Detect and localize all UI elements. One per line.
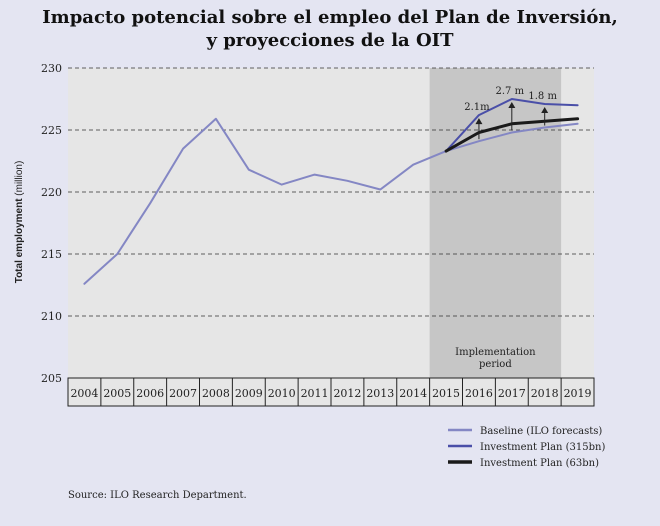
series-line-1 (445, 98, 579, 153)
implementation-period-shade (429, 68, 562, 378)
y-tick-label: 225 (41, 124, 62, 137)
x-tick-label: 2017 (498, 387, 526, 400)
x-tick-label: 2012 (333, 387, 361, 400)
gain-arrow-head (541, 106, 549, 113)
chart-title: Impacto potencial sobre el empleo del Pl… (0, 6, 660, 52)
legend-label: Investment Plan (63bn) (480, 458, 599, 469)
gain-label: 2.7 m (496, 86, 525, 97)
y-tick-label: 205 (41, 372, 62, 385)
x-tick-label: 2009 (235, 387, 263, 400)
series-line-0 (83, 117, 579, 285)
gain-arrow-head (475, 118, 483, 125)
y-tick-label: 230 (41, 62, 62, 75)
x-tick-label: 2016 (465, 387, 493, 400)
implementation-period-label: Implementation (455, 347, 536, 358)
x-tick-label: 2008 (202, 387, 230, 400)
x-tick-label: 2005 (103, 387, 131, 400)
x-tick-label: 2018 (531, 387, 559, 400)
x-tick-label: 2004 (70, 387, 98, 400)
x-tick-label: 2019 (564, 387, 592, 400)
legend-label: Baseline (ILO forecasts) (480, 426, 602, 437)
x-tick-label: 2011 (301, 387, 329, 400)
source-note: Source: ILO Research Department. (68, 490, 247, 501)
chart-title-line-1: Impacto potencial sobre el empleo del Pl… (42, 7, 618, 28)
implementation-period-label: period (479, 359, 512, 370)
x-tick-label: 2014 (399, 387, 427, 400)
gain-label: 1.8 m (528, 91, 557, 102)
x-tick-label: 2006 (136, 387, 164, 400)
x-tick-label: 2010 (268, 387, 296, 400)
y-axis-label: Total employment (million) (14, 161, 25, 284)
chart-title-line-2: y proyecciones de la OIT (206, 30, 454, 51)
x-tick-label: 2015 (432, 387, 460, 400)
x-tick-label: 2013 (366, 387, 394, 400)
y-tick-label: 215 (41, 248, 62, 261)
x-tick-label: 2007 (169, 387, 197, 400)
gain-label: 2.1m (464, 102, 490, 113)
gain-arrow-head (508, 102, 516, 108)
legend-label: Investment Plan (315bn) (480, 442, 605, 453)
y-tick-label: 220 (41, 186, 62, 199)
y-tick-label: 210 (41, 310, 62, 323)
